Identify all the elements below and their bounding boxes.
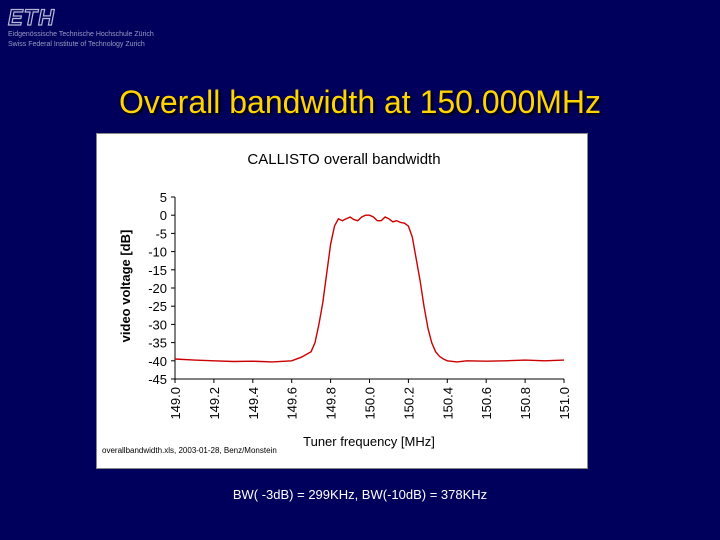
y-tick-label: -30	[148, 317, 167, 332]
bandwidth-caption: BW( -3dB) = 299KHz, BW(-10dB) = 378KHz	[232, 487, 488, 502]
chart-title: CALLISTO overall bandwidth	[247, 151, 440, 168]
y-axis-label: video voltage [dB]	[118, 230, 133, 343]
y-tick-label: -15	[148, 263, 167, 278]
eth-logo-line-1: Eidgenössische Technische Hochschule Zür…	[8, 31, 154, 38]
x-tick-label: 151.0	[557, 387, 572, 420]
y-tick-label: 0	[160, 208, 167, 223]
x-axis-label: Tuner frequency [MHz]	[303, 434, 435, 449]
slide-title: Overall bandwidth at 150.000MHz	[118, 84, 602, 120]
x-tick-label: 149.4	[246, 387, 261, 420]
y-tick-label: -40	[148, 354, 167, 369]
x-tick-label: 150.4	[440, 387, 455, 420]
series-line	[174, 214, 565, 363]
x-tick-label: 149.0	[168, 387, 183, 420]
y-axis: 5 0 -5 -10 -15 -20 -25 -30 -35 -40 -45	[148, 190, 175, 387]
y-tick-label: -35	[148, 336, 167, 351]
x-tick-label: 150.2	[401, 387, 416, 420]
y-tick-label: -45	[148, 372, 167, 387]
eth-logo: ETH Eidgenössische Technische Hochschule…	[7, 5, 154, 50]
chart-footnote: overallbandwidth.xls, 2003-01-28, Benz/M…	[102, 446, 277, 455]
eth-logo-mark: ETH	[7, 5, 55, 30]
y-tick-label: -5	[155, 226, 167, 241]
eth-logo-line-2: Swiss Federal Institute of Technology Zu…	[8, 41, 145, 48]
x-tick-label: 149.6	[285, 387, 300, 420]
x-tick-label: 149.8	[324, 387, 339, 420]
y-tick-label: -25	[148, 299, 167, 314]
x-tick-label: 150.0	[363, 387, 378, 420]
x-tick-label: 150.6	[479, 387, 494, 420]
x-axis: 149.0 149.2 149.4 149.6 149.8 150.0 150.2 150.4…	[168, 379, 572, 420]
y-tick-label: 5	[160, 190, 167, 205]
chart-panel: CALLISTO overall bandwidth 5 0 -5 -10 -15 -20…	[96, 133, 588, 469]
bandwidth-chart: CALLISTO overall bandwidth 5 0 -5 -10 -15 -20…	[102, 151, 572, 455]
x-tick-label: 149.2	[207, 387, 222, 420]
y-tick-label: -10	[148, 245, 167, 260]
y-tick-label: -20	[148, 281, 167, 296]
x-tick-label: 150.8	[518, 387, 533, 420]
